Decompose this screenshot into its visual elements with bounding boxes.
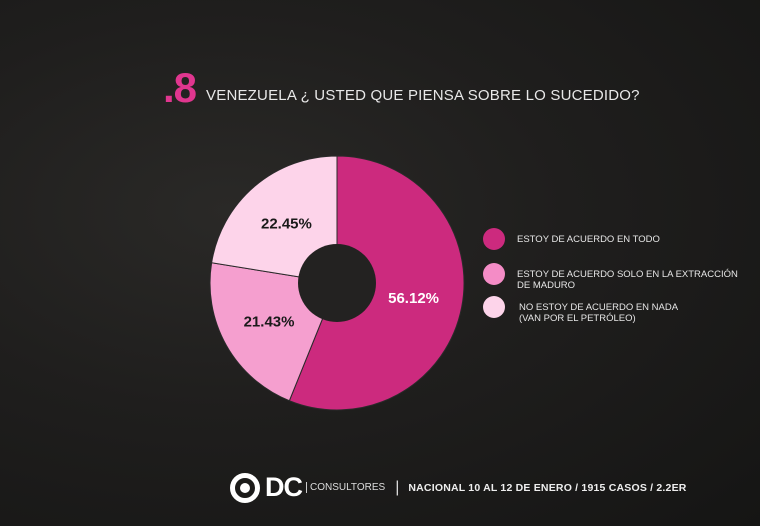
footer-separator: | [395,478,400,496]
legend-swatch [483,263,505,285]
legend-item-disagree: NO ESTOY DE ACUERDO EN NADA (VAN POR EL … [483,296,743,324]
legend-item-agree-extraction: ESTOY DE ACUERDO SOLO EN LA EXTRACCIÓN D… [483,263,743,291]
survey-info: NACIONAL 10 AL 12 DE ENERO / 1915 CASOS … [408,481,687,494]
slice-value-label: 56.12% [388,290,439,307]
legend-label-line1: ESTOY DE ACUERDO SOLO EN LA EXTRACCIÓN [517,269,738,280]
question-header: .8 VENEZUELA ¿ USTED QUE PIENSA SOBRE LO… [163,64,640,111]
question-text: VENEZUELA ¿ USTED QUE PIENSA SOBRE LO SU… [206,87,640,104]
question-number: .8 [163,64,197,111]
legend-label: ESTOY DE ACUERDO EN TODO [517,234,660,245]
slice-value-label: 21.43% [244,313,295,330]
slice-value-label: 22.45% [261,216,312,233]
donut-slice [211,155,338,284]
donut-labels: 56.12% 21.43% 22.45% [244,216,439,331]
donut-hole [298,244,376,322]
legend-swatch [483,296,505,318]
logo-subtitle: CONSULTORES [306,482,385,493]
logo-text: DC [265,472,303,502]
legend-swatch [483,228,505,250]
dc-logo-icon [230,472,260,503]
footer: DC CONSULTORES | NACIONAL 10 AL 12 DE EN… [230,472,687,503]
legend-label-line2: DE MADURO [517,280,576,291]
donut-slice [288,155,465,411]
legend-label-line1: NO ESTOY DE ACUERDO EN NADA [519,302,679,313]
legend-item-agree-all: ESTOY DE ACUERDO EN TODO [483,228,743,250]
legend-label-line2: (VAN POR EL PETRÓLEO) [519,313,636,324]
